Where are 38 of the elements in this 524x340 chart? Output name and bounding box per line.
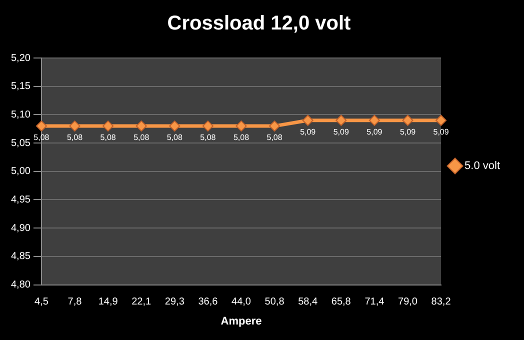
- data-label: 5,08: [66, 133, 84, 142]
- data-label: 5,09: [433, 128, 450, 137]
- x-tick-label: 50,8: [264, 296, 285, 308]
- x-tick-label: 14,9: [98, 296, 118, 308]
- data-label: 5,08: [100, 133, 116, 142]
- chart-title: Crossload 12,0 volt: [167, 12, 352, 35]
- data-label: 5,09: [300, 128, 316, 137]
- x-tick-label: 44,0: [232, 296, 252, 308]
- y-tick-label: 5,20: [10, 52, 31, 64]
- x-tick-label: 83,2: [431, 296, 452, 308]
- x-tick-label: 79,0: [398, 296, 418, 308]
- x-tick-label: 22,1: [132, 296, 152, 308]
- x-tick-label: 71,4: [364, 296, 385, 308]
- x-tick-label: 36,6: [198, 296, 218, 308]
- x-tick-label: 58,4: [298, 296, 318, 308]
- y-tick-label: 5,00: [10, 166, 31, 178]
- data-label: 5,08: [266, 133, 283, 142]
- x-tick-label: 29,3: [164, 296, 185, 308]
- x-tick-label: 4,5: [34, 296, 49, 308]
- y-tick-label: 4,90: [10, 222, 31, 234]
- data-label: 5,08: [134, 133, 150, 142]
- legend-label: 5.0 volt: [464, 160, 500, 172]
- x-tick-label: 65,8: [331, 296, 352, 308]
- x-axis-title: Ampere: [220, 315, 262, 328]
- data-label: 5,08: [200, 133, 216, 142]
- data-label: 5,09: [400, 128, 416, 137]
- y-tick-label: 5,05: [10, 138, 31, 149]
- data-label: 5,09: [366, 128, 383, 137]
- x-tick-label: 7,8: [68, 296, 82, 308]
- data-label: 5,08: [34, 133, 50, 142]
- y-tick-label: 5,10: [10, 109, 31, 120]
- y-tick-label: 4,95: [10, 194, 31, 206]
- data-label: 5,09: [333, 128, 350, 137]
- y-tick-label: 4,80: [10, 280, 31, 291]
- y-tick-label: 5,15: [10, 81, 31, 92]
- data-label: 5,08: [166, 133, 183, 142]
- data-label: 5,08: [233, 133, 250, 142]
- y-tick-label: 4,85: [10, 251, 31, 262]
